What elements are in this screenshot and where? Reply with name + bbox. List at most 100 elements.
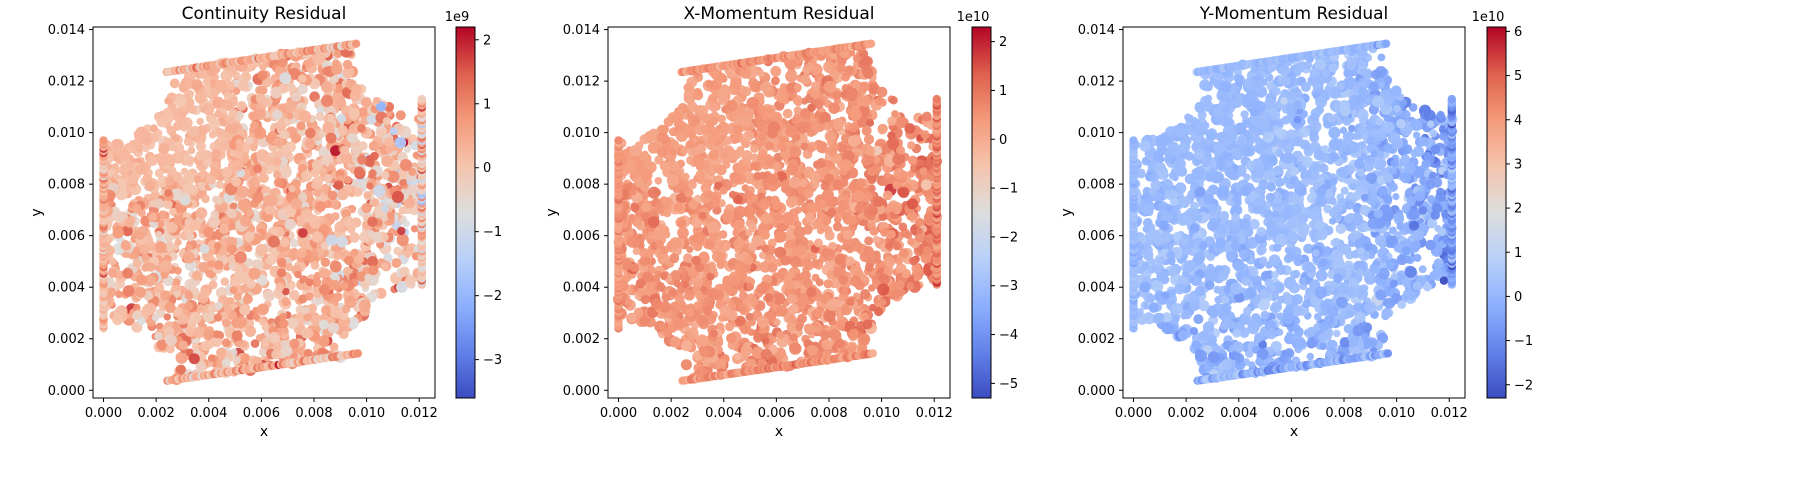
scatter-point [321,305,331,316]
scatter-point [406,279,416,289]
scatter-point [723,136,733,145]
scatter-point [657,223,666,232]
scatter-point [720,126,730,136]
scatter-point [907,237,915,246]
scatter-point [847,167,859,179]
scatter-point [849,275,861,287]
scatter-point [273,170,282,179]
scatter-point [856,97,866,107]
scatter-point [266,205,277,215]
scatter-point [707,221,719,234]
scatter-point [403,250,412,258]
scatter-point [367,216,378,227]
scatter-point [905,281,915,291]
scatter-point [666,174,679,187]
scatter-point [156,339,168,351]
scatter-point [824,130,837,143]
scatter-point [172,322,182,332]
scatter-point [295,217,306,227]
scatter-point [705,80,714,89]
scatter-point [795,245,807,256]
scatter-point [761,245,769,253]
scatter-point [273,177,284,188]
scatter-point [348,123,361,136]
scatter-point [155,231,163,239]
scatter-point [638,247,649,258]
scatter-point [336,113,347,124]
scatter-point [181,117,193,129]
scatter-point [846,298,855,307]
scatter-point [240,215,251,227]
scatter-point [832,222,843,232]
scatter-point [177,313,189,325]
scatter-point [647,231,656,240]
scatter-point [739,67,751,79]
scatter-point [919,167,928,176]
scatter-point [861,156,871,166]
scatter-point [322,121,335,134]
scatter-point [198,261,209,273]
scatter-point [864,262,874,272]
scatter-point [774,246,787,259]
scatter-point [289,338,300,349]
scatter-point [381,204,389,213]
scatter-point [300,239,311,250]
scatter-point [811,122,821,132]
scatter-point [743,206,755,218]
scatter-point [901,268,911,279]
scatter-point [207,260,215,268]
scatter-point [117,149,130,162]
scatter-point [708,149,719,160]
scatter-point [359,231,371,243]
scatter-point [789,145,802,158]
y-tick-label: 0.010 [48,126,85,141]
scatter-point [108,268,118,278]
y-tick-label: 0.012 [48,75,85,90]
scatter-point [670,270,682,282]
scatter-point [655,239,664,249]
scatter-point [802,266,810,274]
scatter-point [214,301,223,310]
scatter-point [685,307,695,318]
scatter-point [842,229,853,240]
scatter-point [891,110,899,118]
scatter-point [255,93,266,104]
scatter-point [228,262,236,270]
scatter-point [624,298,633,306]
scatter-point [784,256,793,265]
scatter-point [864,146,875,156]
scatter-point [828,102,840,114]
scatter-point [233,292,242,301]
scatter-point [215,127,223,135]
scatter-point [275,120,287,132]
scatter-point [684,289,695,301]
scatter-point [331,212,340,221]
scatter-point [639,134,650,145]
scatter-point [122,285,135,297]
scatter-point [875,96,884,106]
scatter-point [265,252,278,265]
scatter-point [659,245,669,256]
scatter-point [150,191,159,200]
scatter-point [789,303,799,314]
scatter-point [907,141,916,150]
scatter-point [373,206,384,217]
scatter-point [868,303,877,312]
scatter-point [764,105,775,116]
scatter-point [318,224,330,235]
scatter-point [368,169,377,178]
scatter-point [834,338,846,349]
scatter-point [244,231,255,242]
scatter-point [866,119,875,127]
scatter-point [154,282,165,294]
scatter-point [184,326,195,337]
scatter-point [120,240,131,251]
scatter-point [122,267,134,279]
scatter-point [207,304,216,313]
scatter-point [744,190,754,200]
scatter-point [714,181,723,190]
scatter-point [868,349,878,358]
scatter-point [832,117,845,130]
scatter-point [709,102,719,113]
